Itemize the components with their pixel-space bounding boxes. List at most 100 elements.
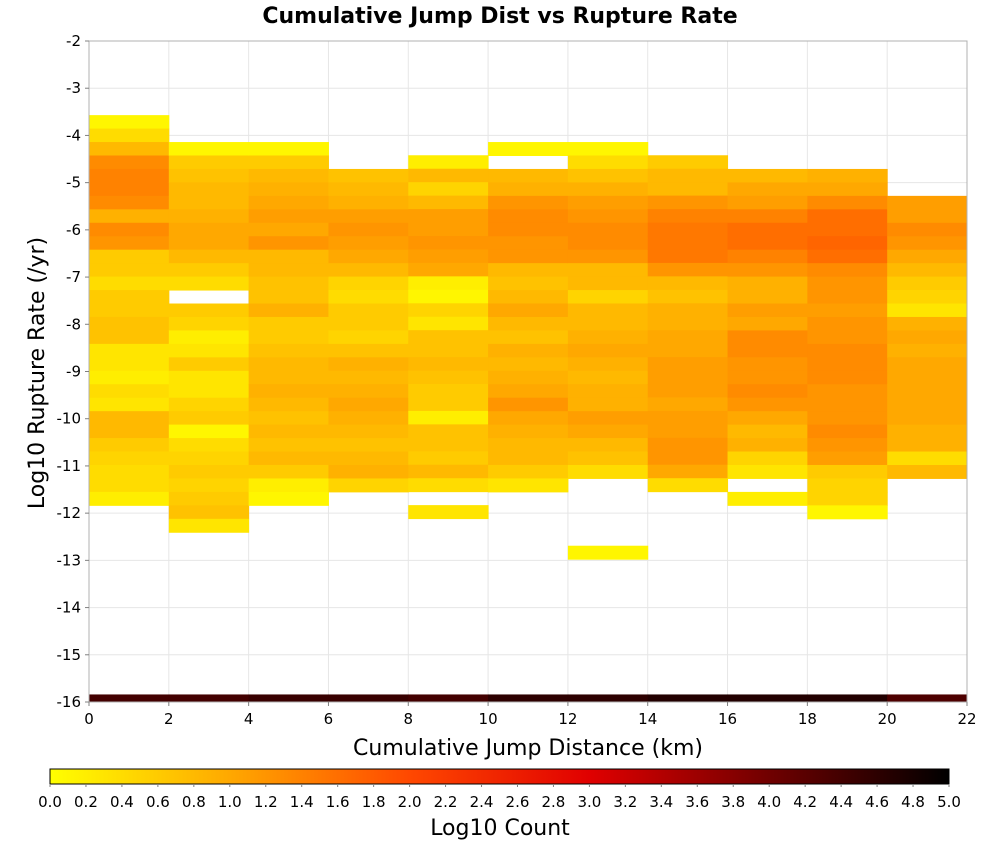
heatmap-cell bbox=[248, 478, 329, 493]
heatmap-cell bbox=[488, 478, 569, 493]
y-tick-label: -13 bbox=[57, 551, 82, 569]
heatmap-cell bbox=[488, 330, 569, 345]
heatmap-cell bbox=[248, 290, 329, 305]
heatmap-cell bbox=[727, 397, 808, 412]
colorbar-tick-label: 2.4 bbox=[470, 793, 494, 811]
heatmap-cell bbox=[248, 411, 329, 426]
heatmap-cell bbox=[248, 451, 329, 466]
y-axis-label: Log10 Rupture Rate (/yr) bbox=[25, 237, 50, 509]
heatmap-cell bbox=[168, 195, 250, 210]
heatmap-cell bbox=[488, 357, 569, 372]
heatmap-cell bbox=[647, 262, 729, 277]
colorbar-tick-label: 2.6 bbox=[506, 793, 530, 811]
heatmap-cell bbox=[727, 168, 808, 183]
heatmap-cell bbox=[887, 464, 968, 479]
heatmap-cell bbox=[248, 384, 329, 399]
heatmap-cell bbox=[887, 451, 968, 466]
heatmap-cell bbox=[89, 209, 170, 224]
heatmap-cell bbox=[488, 343, 569, 358]
heatmap-cell bbox=[807, 249, 888, 264]
heatmap-cell bbox=[807, 397, 888, 412]
heatmap-cell bbox=[567, 370, 649, 385]
heatmap-cell bbox=[248, 249, 329, 264]
heatmap-cell bbox=[727, 370, 808, 385]
heatmap-cell bbox=[727, 424, 808, 439]
heatmap-cell bbox=[168, 330, 250, 345]
heatmap-cell bbox=[168, 478, 250, 493]
heatmap-cell bbox=[408, 262, 489, 277]
heatmap-cell bbox=[727, 290, 808, 305]
heatmap-cell bbox=[807, 236, 888, 251]
heatmap-cell bbox=[727, 182, 808, 197]
colorbar-tick-label: 0.6 bbox=[146, 793, 170, 811]
heatmap-cell bbox=[567, 263, 649, 278]
heatmap-cell bbox=[328, 411, 409, 426]
heatmap-cell bbox=[408, 222, 489, 237]
x-tick-label: 12 bbox=[558, 710, 577, 728]
colorbar-tick-label: 3.8 bbox=[721, 793, 745, 811]
heatmap-cell bbox=[248, 330, 329, 345]
heatmap-cell bbox=[567, 451, 649, 466]
heatmap-cell bbox=[328, 330, 409, 345]
heatmap-cell bbox=[408, 451, 489, 466]
y-axis-ticks: -2 -3 -4 -5 -6 -7 -8 -9 -10 -11 -12 -13 -14 -15 -16 bbox=[57, 32, 89, 711]
colorbar-tick-label: 0.4 bbox=[110, 793, 134, 811]
heatmap-cell bbox=[408, 289, 489, 304]
heatmap-cell bbox=[328, 451, 409, 466]
heatmap-cell bbox=[567, 357, 649, 372]
heatmap-cell bbox=[727, 263, 808, 278]
heatmap-cell bbox=[807, 303, 888, 318]
heatmap-cell bbox=[328, 195, 409, 210]
heatmap-cell bbox=[567, 343, 649, 358]
x-tick-label: 14 bbox=[638, 710, 657, 728]
heatmap-cell bbox=[168, 505, 250, 520]
heatmap-cell bbox=[488, 290, 569, 305]
heatmap-cell bbox=[647, 370, 729, 385]
heatmap-cell bbox=[647, 451, 729, 466]
heatmap-cell bbox=[408, 249, 489, 264]
heatmap-cell-bottom bbox=[408, 694, 489, 702]
heatmap-cell bbox=[408, 437, 489, 452]
heatmap-cell-bottom bbox=[168, 694, 250, 702]
heatmap-cell bbox=[168, 491, 250, 506]
heatmap-cell bbox=[168, 518, 250, 533]
heatmap-cell bbox=[887, 303, 968, 318]
colorbar-tick-label: 2.0 bbox=[398, 793, 422, 811]
heatmap-cell bbox=[328, 236, 409, 251]
heatmap-cell bbox=[328, 168, 409, 183]
heatmap-cell bbox=[248, 263, 329, 278]
heatmap-cell bbox=[89, 424, 170, 439]
heatmap-cell bbox=[89, 464, 170, 479]
heatmap-cell bbox=[168, 357, 250, 372]
heatmap-cell bbox=[488, 209, 569, 224]
heatmap-cell bbox=[807, 330, 888, 345]
heatmap-cell bbox=[248, 303, 329, 318]
heatmap-cell bbox=[488, 182, 569, 197]
heatmap-cell bbox=[727, 491, 808, 506]
heatmap-cell bbox=[408, 168, 489, 183]
heatmap-cell bbox=[248, 209, 329, 224]
x-tick-label: 10 bbox=[479, 710, 498, 728]
heatmap-cell bbox=[567, 330, 649, 345]
colorbar-tick-label: 2.2 bbox=[434, 793, 458, 811]
heatmap-cell bbox=[168, 464, 250, 479]
heatmap-cell bbox=[408, 478, 489, 493]
heatmap-cell bbox=[807, 357, 888, 372]
heatmap-cell bbox=[488, 195, 569, 210]
heatmap-cell bbox=[647, 168, 729, 183]
heatmap-cell bbox=[647, 209, 729, 224]
heatmap-cell bbox=[89, 195, 170, 210]
heatmap-cell bbox=[887, 411, 968, 426]
colorbar-tick-label: 5.0 bbox=[937, 793, 961, 811]
x-tick-label: 20 bbox=[878, 710, 897, 728]
heatmap-cell bbox=[488, 316, 569, 331]
heatmap-cell bbox=[89, 142, 170, 156]
heatmap-cell bbox=[168, 303, 250, 318]
heatmap-cell bbox=[567, 424, 649, 439]
heatmap-cell bbox=[488, 303, 569, 318]
heatmap-cell-bottom bbox=[89, 694, 170, 702]
heatmap-cell-bottom bbox=[647, 694, 729, 702]
heatmap-cell bbox=[727, 316, 808, 331]
heatmap-cell bbox=[567, 397, 649, 412]
heatmap-cell bbox=[567, 142, 649, 156]
